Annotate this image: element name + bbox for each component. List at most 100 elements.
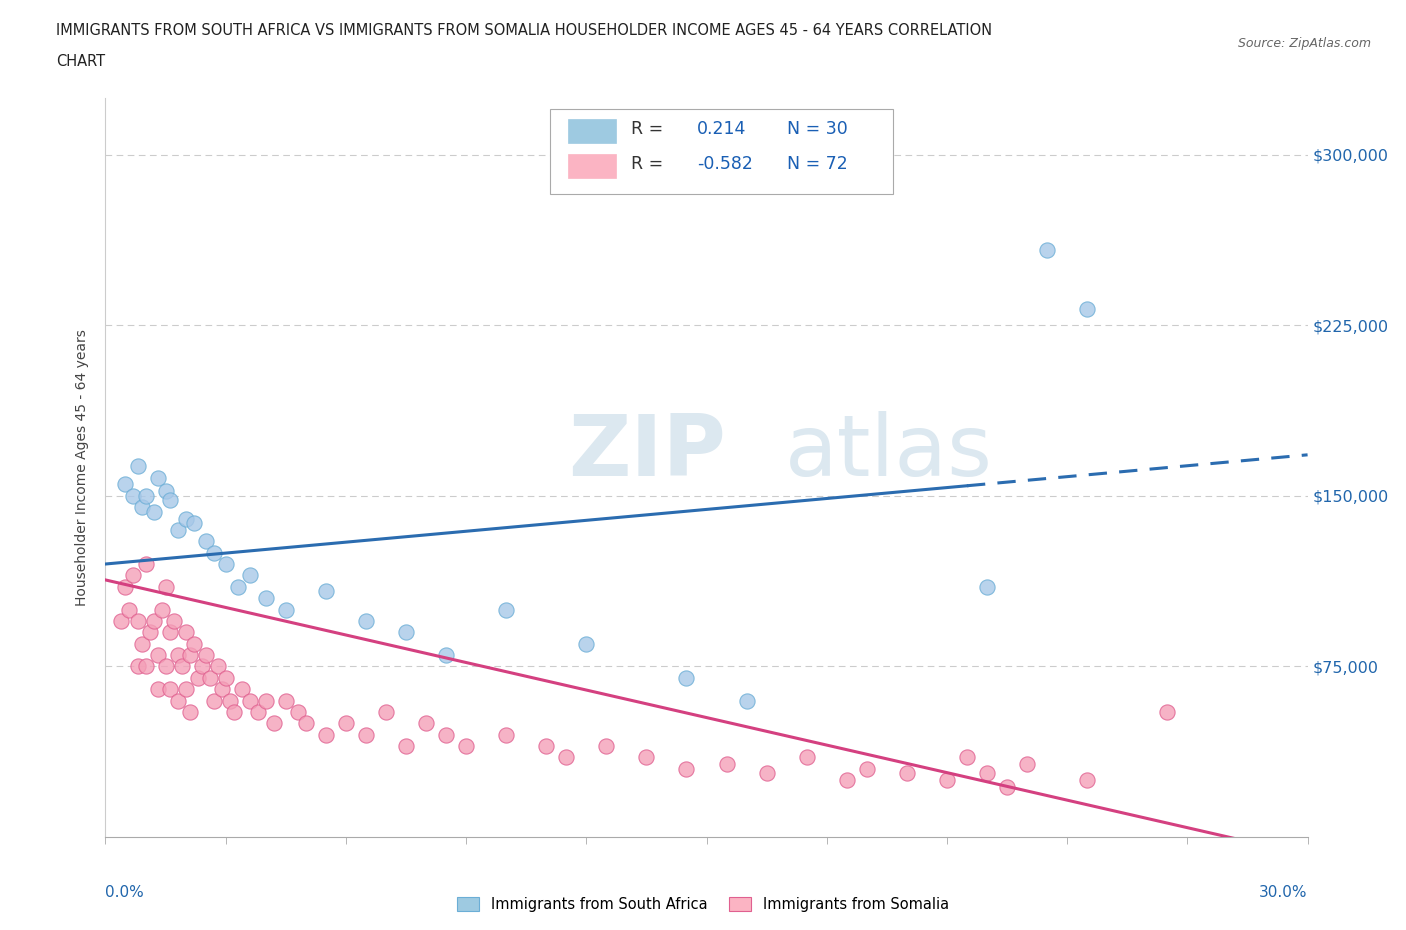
Point	[274, 602, 297, 617]
Point	[127, 659, 149, 674]
Point	[835, 773, 858, 788]
Point	[415, 716, 437, 731]
Text: 30.0%: 30.0%	[1260, 885, 1308, 900]
Point	[138, 625, 160, 640]
Point	[179, 704, 201, 719]
Point	[231, 682, 253, 697]
Point	[976, 579, 998, 594]
Bar	[568, 153, 616, 179]
Point	[142, 614, 165, 629]
Point	[796, 750, 818, 764]
Legend: Immigrants from South Africa, Immigrants from Somalia: Immigrants from South Africa, Immigrants…	[451, 891, 955, 918]
Point	[434, 647, 457, 662]
Point	[287, 704, 309, 719]
Point	[315, 584, 337, 599]
Point	[187, 671, 209, 685]
Y-axis label: Householder Income Ages 45 - 64 years: Householder Income Ages 45 - 64 years	[76, 329, 90, 605]
Point	[146, 647, 169, 662]
Text: Source: ZipAtlas.com: Source: ZipAtlas.com	[1237, 37, 1371, 50]
Point	[166, 523, 188, 538]
Point	[675, 671, 697, 685]
Point	[254, 693, 277, 708]
Point	[716, 757, 738, 772]
Point	[395, 738, 418, 753]
Point	[1017, 757, 1039, 772]
Point	[135, 488, 157, 503]
Point	[263, 716, 285, 731]
Point	[135, 556, 157, 571]
Point	[127, 614, 149, 629]
Point	[131, 499, 153, 514]
Point	[170, 659, 193, 674]
Point	[434, 727, 457, 742]
Point	[166, 693, 188, 708]
Point	[190, 659, 212, 674]
Point	[295, 716, 318, 731]
Point	[142, 504, 165, 519]
Point	[202, 545, 225, 560]
Text: 0.0%: 0.0%	[105, 885, 145, 900]
Point	[636, 750, 658, 764]
Point	[495, 727, 517, 742]
Point	[534, 738, 557, 753]
Point	[335, 716, 357, 731]
Point	[162, 614, 184, 629]
Point	[122, 568, 145, 583]
Point	[956, 750, 979, 764]
Point	[976, 766, 998, 781]
Point	[395, 625, 418, 640]
Point	[254, 591, 277, 605]
Point	[239, 568, 262, 583]
Point	[159, 625, 181, 640]
Point	[595, 738, 617, 753]
Point	[131, 636, 153, 651]
Point	[454, 738, 477, 753]
Point	[202, 693, 225, 708]
Point	[222, 704, 245, 719]
Point	[1036, 243, 1059, 258]
Point	[896, 766, 918, 781]
Point	[354, 727, 377, 742]
Point	[194, 647, 217, 662]
Text: N = 72: N = 72	[787, 155, 848, 173]
Text: atlas: atlas	[785, 411, 993, 494]
Point	[675, 762, 697, 777]
Point	[374, 704, 398, 719]
Bar	[568, 119, 616, 143]
Point	[155, 659, 177, 674]
Point	[174, 625, 197, 640]
Point	[1076, 773, 1098, 788]
Point	[995, 779, 1018, 794]
Point	[214, 671, 236, 685]
Point	[114, 579, 136, 594]
FancyBboxPatch shape	[550, 109, 893, 193]
Text: R =: R =	[631, 155, 668, 173]
Point	[166, 647, 188, 662]
Point	[1076, 301, 1098, 316]
Point	[855, 762, 877, 777]
Point	[207, 659, 229, 674]
Point	[183, 636, 205, 651]
Point	[127, 458, 149, 473]
Text: -0.582: -0.582	[697, 155, 752, 173]
Point	[555, 750, 578, 764]
Point	[114, 477, 136, 492]
Text: CHART: CHART	[56, 54, 105, 69]
Point	[155, 579, 177, 594]
Point	[159, 682, 181, 697]
Point	[155, 484, 177, 498]
Point	[274, 693, 297, 708]
Point	[226, 579, 249, 594]
Point	[315, 727, 337, 742]
Point	[179, 647, 201, 662]
Point	[755, 766, 778, 781]
Point	[239, 693, 262, 708]
Point	[211, 682, 233, 697]
Point	[174, 512, 197, 526]
Point	[174, 682, 197, 697]
Point	[735, 693, 758, 708]
Point	[150, 602, 173, 617]
Point	[146, 682, 169, 697]
Point	[135, 659, 157, 674]
Point	[495, 602, 517, 617]
